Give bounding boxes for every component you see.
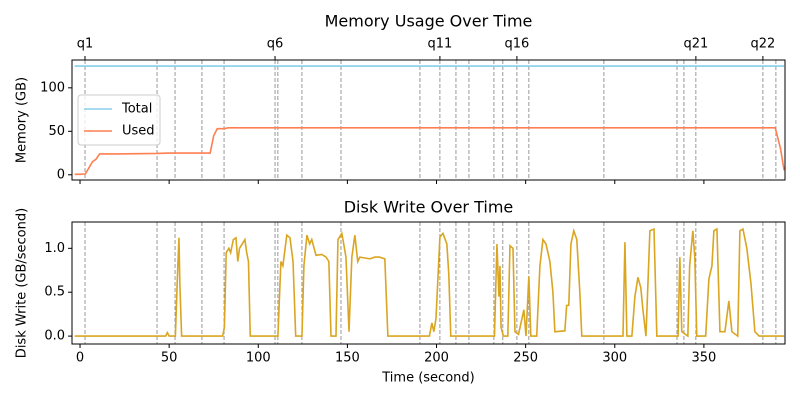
y-tick-label: 0 bbox=[57, 167, 65, 182]
chart-title: Memory Usage Over Time bbox=[325, 12, 533, 31]
legend-box bbox=[77, 94, 161, 146]
x-tick-label: 100 bbox=[246, 351, 271, 366]
x-tick-label: 300 bbox=[602, 351, 627, 366]
y-tick-label: 0.0 bbox=[44, 329, 65, 344]
x2-tick-label: q16 bbox=[505, 37, 530, 52]
legend-label: Used bbox=[122, 124, 155, 139]
x-tick-label: 0 bbox=[76, 351, 84, 366]
x-tick-label: 50 bbox=[161, 351, 178, 366]
x2-tick-label: q22 bbox=[750, 37, 775, 52]
x-tick-label: 150 bbox=[335, 351, 360, 366]
x-tick-label: 250 bbox=[513, 351, 538, 366]
y-tick-label: 50 bbox=[48, 124, 65, 139]
y-tick-label: 100 bbox=[40, 80, 65, 95]
x-tick-label: 350 bbox=[691, 351, 716, 366]
x2-tick-label: q21 bbox=[683, 37, 708, 52]
x-tick-label: 200 bbox=[424, 351, 449, 366]
y-tick-label: 1.0 bbox=[44, 241, 65, 256]
axes-frame bbox=[71, 59, 786, 181]
series-line bbox=[74, 127, 785, 176]
y-axis-label: Disk Write (GB/second) bbox=[15, 208, 30, 358]
legend-label: Total bbox=[121, 102, 152, 117]
x2-tick-label: q6 bbox=[267, 37, 284, 52]
x2-tick-label: q1 bbox=[77, 37, 94, 52]
chart-title: Disk Write Over Time bbox=[344, 198, 514, 217]
x2-tick-label: q11 bbox=[428, 37, 453, 52]
axes-frame bbox=[71, 221, 786, 345]
x-axis-label: Time (second) bbox=[381, 371, 474, 386]
y-tick-label: 0.5 bbox=[44, 285, 65, 300]
y-axis-label: Memory (GB) bbox=[15, 77, 30, 163]
series-line bbox=[74, 227, 785, 338]
